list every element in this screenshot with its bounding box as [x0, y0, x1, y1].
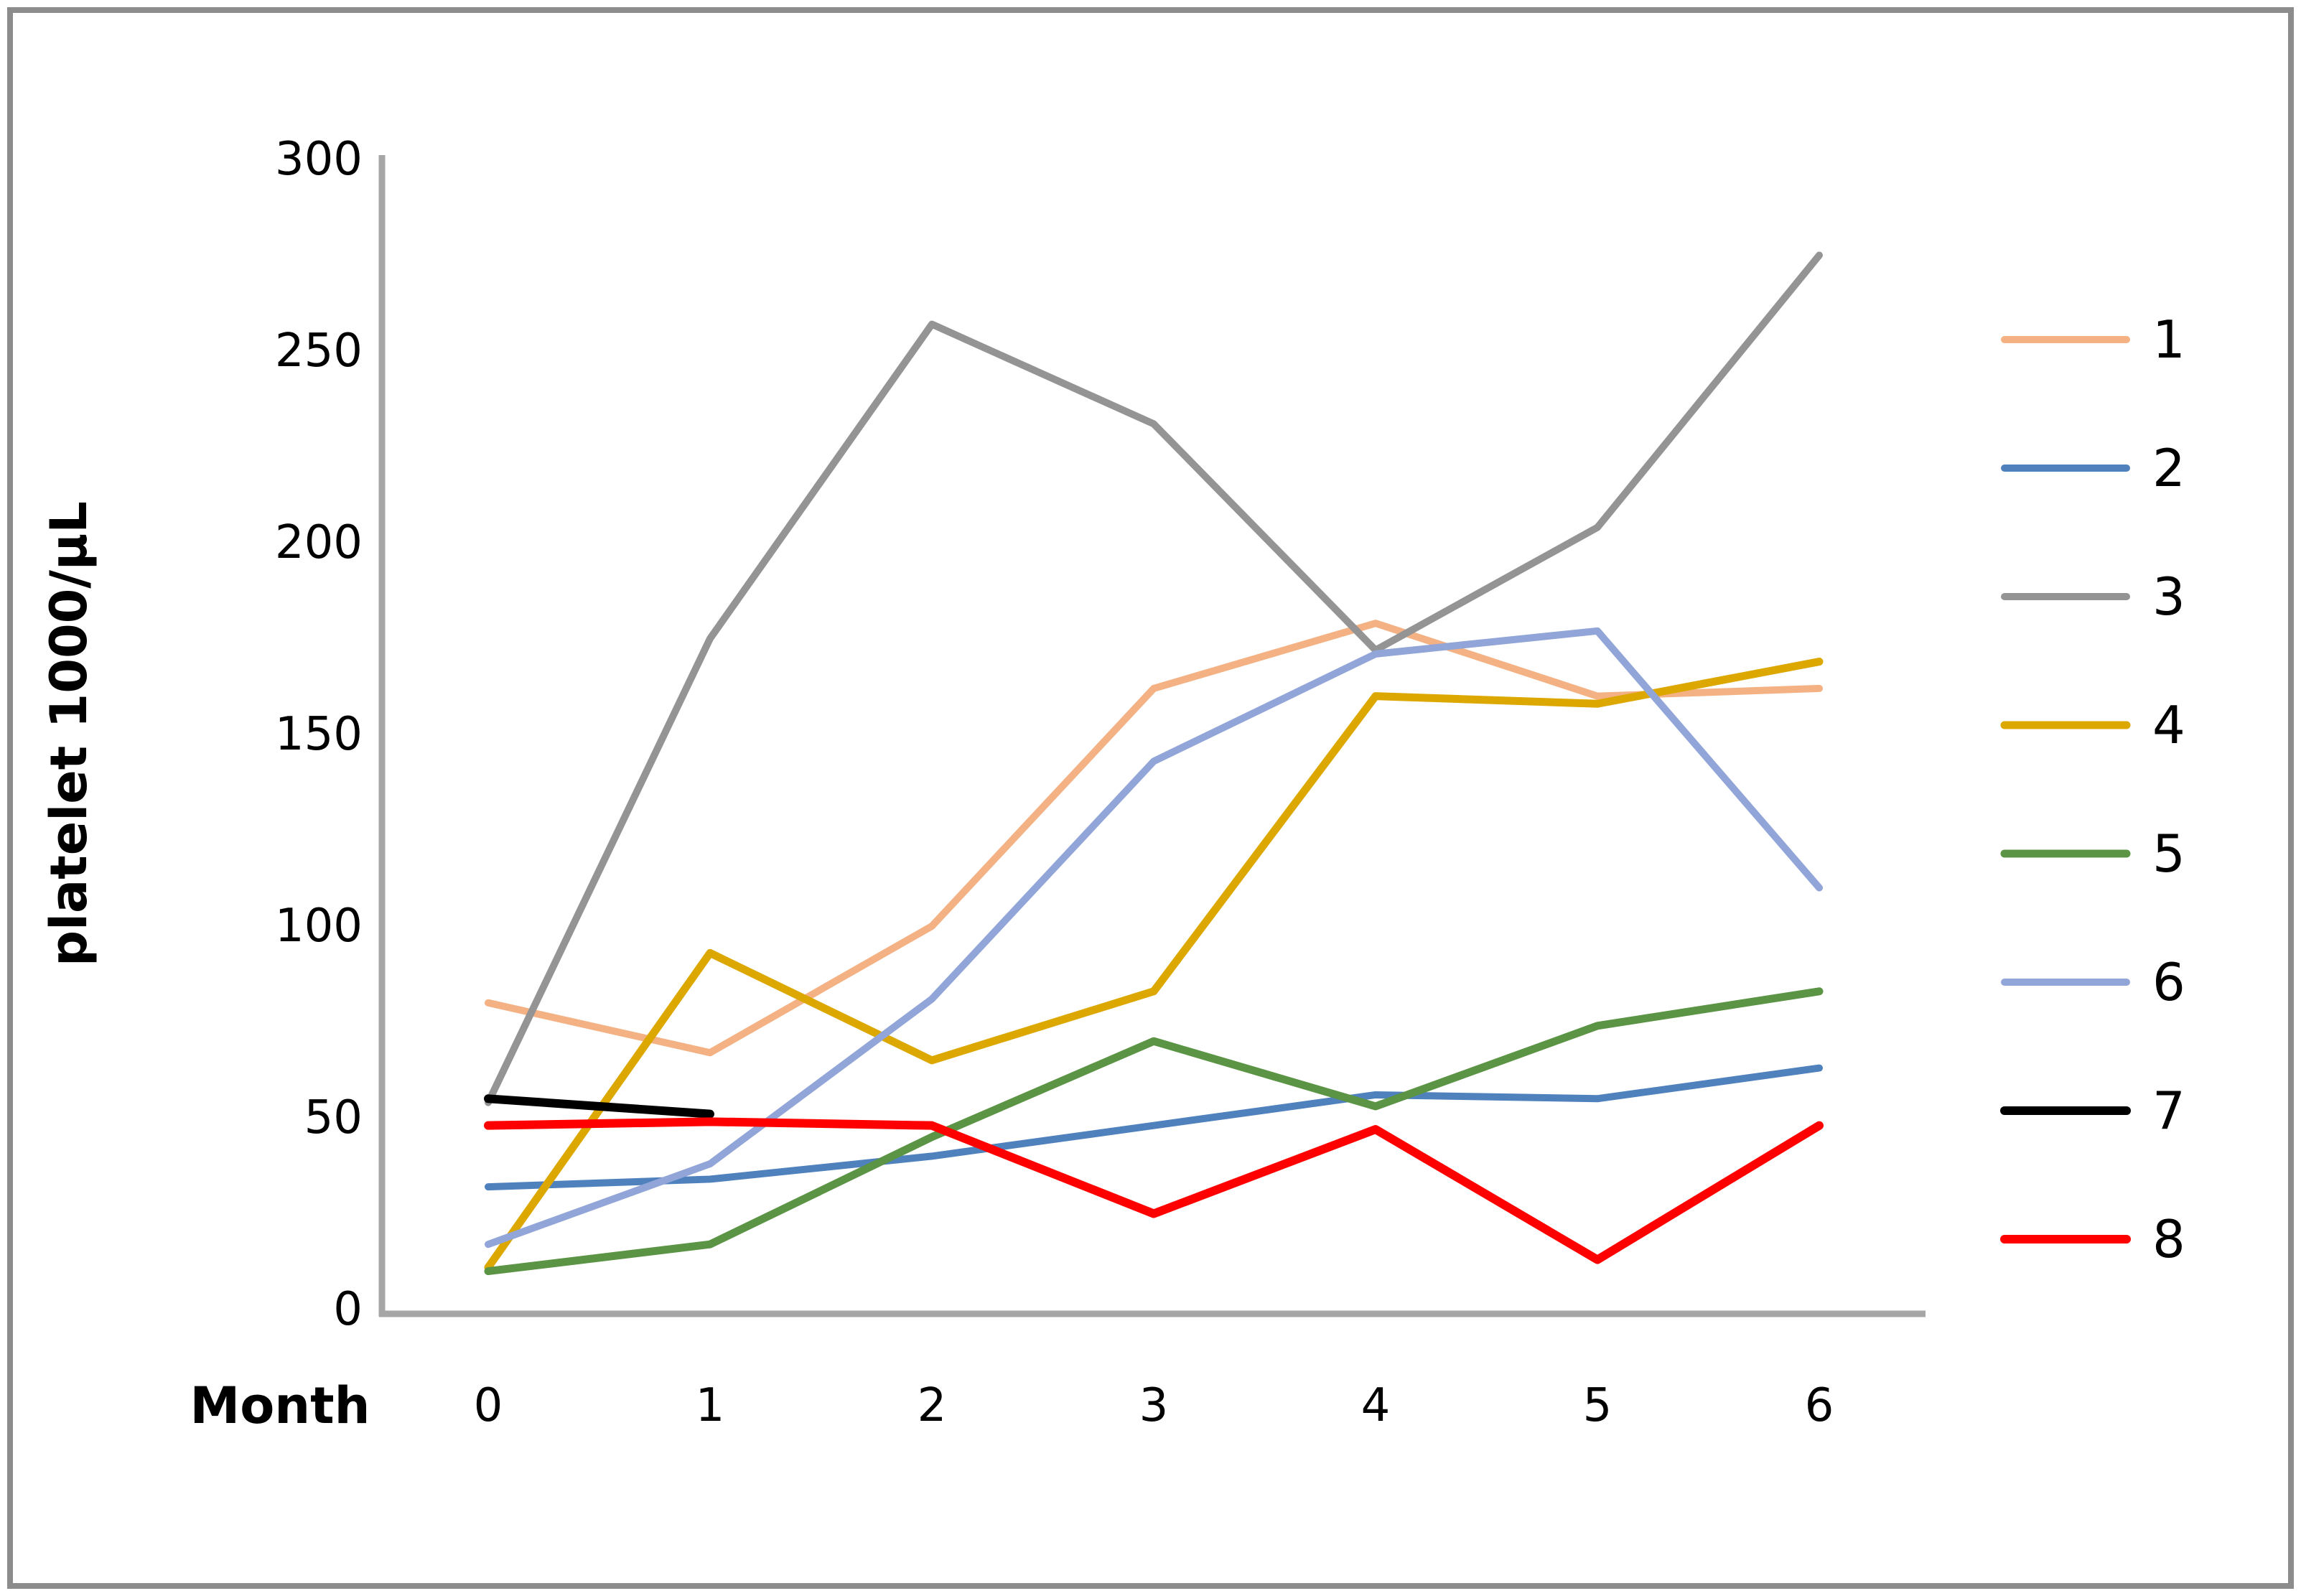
x-tick-label: 0: [474, 1379, 503, 1432]
x-tick-label: 6: [1805, 1379, 1834, 1432]
series-line-2: [485, 1064, 1823, 1191]
y-axis-title: platelet 1000/μL: [39, 501, 98, 966]
series-lines: [484, 251, 1824, 1276]
legend-item-4: 4: [2000, 695, 2185, 755]
x-tick-label: 5: [1583, 1379, 1612, 1432]
series-line-3: [485, 251, 1823, 1106]
y-tick-label: 300: [275, 133, 363, 186]
x-tick-label: 2: [918, 1379, 947, 1432]
x-tick-label: 1: [696, 1379, 725, 1432]
legend-label-6: 6: [2152, 952, 2185, 1012]
legend-item-3: 3: [2001, 566, 2185, 627]
series-line-8: [484, 1117, 1824, 1264]
x-tick-label: 4: [1361, 1379, 1391, 1432]
y-tick-label: 100: [275, 900, 363, 953]
legend-item-8: 8: [2000, 1209, 2185, 1269]
y-tick-label: 150: [275, 708, 363, 761]
y-tick-label: 0: [333, 1283, 363, 1336]
series-line-1: [485, 620, 1823, 1057]
y-tick-labels: 0 50 100 150 200 250 300: [275, 133, 363, 1336]
legend-label-5: 5: [2152, 823, 2185, 884]
legend-label-7: 7: [2152, 1081, 2185, 1141]
series-line-5: [484, 987, 1824, 1276]
legend-label-4: 4: [2152, 695, 2185, 755]
legend-label-1: 1: [2152, 309, 2185, 370]
x-tick-labels: 0 1 2 3 4 5 6: [474, 1379, 1834, 1432]
legend-label-2: 2: [2152, 438, 2185, 498]
legend-item-7: 7: [2000, 1081, 2185, 1141]
series-line-6: [485, 627, 1823, 1249]
legend-label-8: 8: [2152, 1209, 2185, 1269]
legend: 1 2 3 4 5 6 7 8: [2000, 309, 2185, 1269]
legend-item-1: 1: [2001, 309, 2185, 370]
figure-border: [7, 7, 2294, 1589]
y-tick-label: 50: [304, 1091, 363, 1144]
y-tick-label: 250: [275, 325, 363, 378]
series-line-7: [484, 1094, 714, 1119]
legend-item-2: 2: [2001, 438, 2185, 498]
legend-item-5: 5: [2000, 823, 2185, 884]
legend-label-3: 3: [2152, 566, 2185, 627]
series-line-4: [484, 658, 1824, 1271]
x-tick-label: 3: [1139, 1379, 1169, 1432]
y-tick-label: 200: [275, 516, 363, 569]
legend-item-6: 6: [2001, 952, 2185, 1012]
x-axis-title: Month: [190, 1376, 370, 1435]
